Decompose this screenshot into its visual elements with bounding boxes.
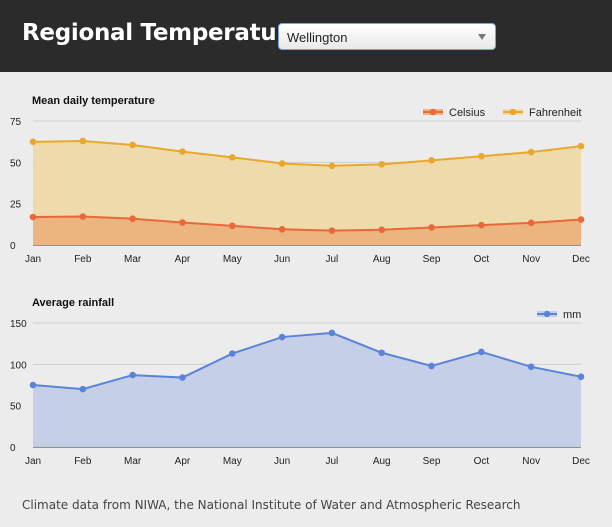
location-select-value: Wellington: [287, 30, 348, 45]
data-point: [129, 141, 136, 149]
data-point: [179, 219, 186, 226]
legend-marker: [429, 108, 437, 116]
x-tick-label: Oct: [474, 456, 490, 467]
data-point: [378, 161, 386, 168]
series-line: [32, 215, 582, 232]
data-point: [527, 219, 535, 227]
x-tick-label: Jun: [274, 456, 290, 467]
x-tick-label: Apr: [175, 254, 191, 265]
x-tick-label: Mar: [124, 254, 142, 265]
data-point: [228, 154, 236, 161]
x-tick-label: May: [223, 456, 242, 467]
data-point: [29, 138, 37, 146]
data-point: [328, 329, 336, 337]
x-tick-label: Aug: [373, 254, 391, 265]
chart-title: Average rainfall: [32, 297, 114, 309]
series-area: [33, 141, 581, 245]
data-point: [478, 221, 485, 229]
legend-item: Fahrenheit: [503, 107, 582, 119]
y-tick-label: 75: [10, 117, 22, 128]
data-point: [278, 225, 286, 233]
data-source-note: Climate data from NIWA, the National Ins…: [22, 498, 521, 512]
x-tick-label: Mar: [124, 456, 142, 467]
chart-title: Mean daily temperature: [32, 95, 155, 107]
y-tick-label: 0: [10, 443, 16, 454]
data-point: [228, 350, 236, 357]
y-tick-label: 50: [10, 158, 22, 169]
x-tick-label: Sep: [423, 254, 441, 265]
legend-label: Fahrenheit: [529, 107, 582, 119]
data-point: [577, 373, 585, 381]
data-point: [29, 381, 37, 389]
x-tick-label: Dec: [572, 456, 590, 467]
data-point: [428, 224, 435, 231]
x-tick-label: Jul: [326, 254, 339, 265]
chevron-down-icon: [478, 34, 486, 40]
legend-label: mm: [563, 309, 581, 321]
x-tick-label: Feb: [74, 456, 92, 467]
x-tick-label: Jan: [25, 254, 41, 265]
data-point: [577, 216, 585, 223]
app-title: Regional Temperatures: [22, 20, 317, 46]
data-point: [527, 363, 535, 371]
y-tick-label: 25: [10, 200, 22, 211]
data-point: [228, 222, 236, 230]
data-point: [278, 160, 286, 167]
x-tick-label: Oct: [474, 254, 490, 265]
data-point: [79, 137, 87, 145]
legend-marker: [509, 108, 517, 116]
data-point: [278, 333, 286, 341]
x-tick-label: Jun: [274, 254, 290, 265]
x-tick-label: Nov: [522, 456, 540, 467]
y-tick-label: 0: [10, 241, 16, 252]
data-point: [179, 374, 186, 381]
x-tick-label: Aug: [373, 456, 391, 467]
data-point: [79, 213, 87, 220]
data-point: [428, 362, 435, 370]
x-tick-label: Sep: [423, 456, 441, 467]
x-tick-label: Jan: [25, 456, 41, 467]
y-tick-label: 50: [10, 402, 22, 413]
y-tick-label: 150: [10, 319, 27, 330]
data-point: [577, 142, 585, 150]
series-line: [32, 331, 582, 391]
data-point: [428, 157, 435, 164]
app-header: Regional Temperatures Wellington: [0, 0, 612, 72]
data-point: [328, 162, 336, 170]
y-tick-label: 100: [10, 360, 27, 371]
x-tick-label: Dec: [572, 254, 590, 265]
x-tick-label: Nov: [522, 254, 540, 265]
legend-label: Celsius: [449, 107, 486, 119]
data-point: [129, 371, 136, 379]
x-tick-label: Apr: [175, 456, 191, 467]
x-tick-label: Feb: [74, 254, 92, 265]
series-line: [32, 140, 582, 167]
data-point: [179, 148, 186, 155]
data-point: [478, 152, 485, 160]
data-point: [29, 213, 37, 221]
data-point: [328, 227, 336, 234]
location-select[interactable]: Wellington: [278, 23, 496, 50]
x-tick-label: Jul: [326, 456, 339, 467]
data-point: [378, 349, 386, 357]
rainfall-chart: Average rainfall 0 50 100 150 Jan Feb Mar Apr May…: [10, 297, 590, 467]
data-point: [129, 215, 136, 223]
data-point: [478, 348, 485, 356]
x-tick-label: May: [223, 254, 242, 265]
legend-marker: [543, 310, 551, 318]
data-point: [79, 385, 87, 393]
legend-item: Celsius: [423, 107, 486, 119]
data-point: [378, 226, 386, 234]
series-area: [33, 332, 581, 447]
temperature-chart: Mean daily temperature 0 25 50 75 Jan Feb Mar Ap…: [10, 95, 590, 265]
data-point: [527, 148, 535, 156]
legend-item: mm: [537, 309, 581, 321]
